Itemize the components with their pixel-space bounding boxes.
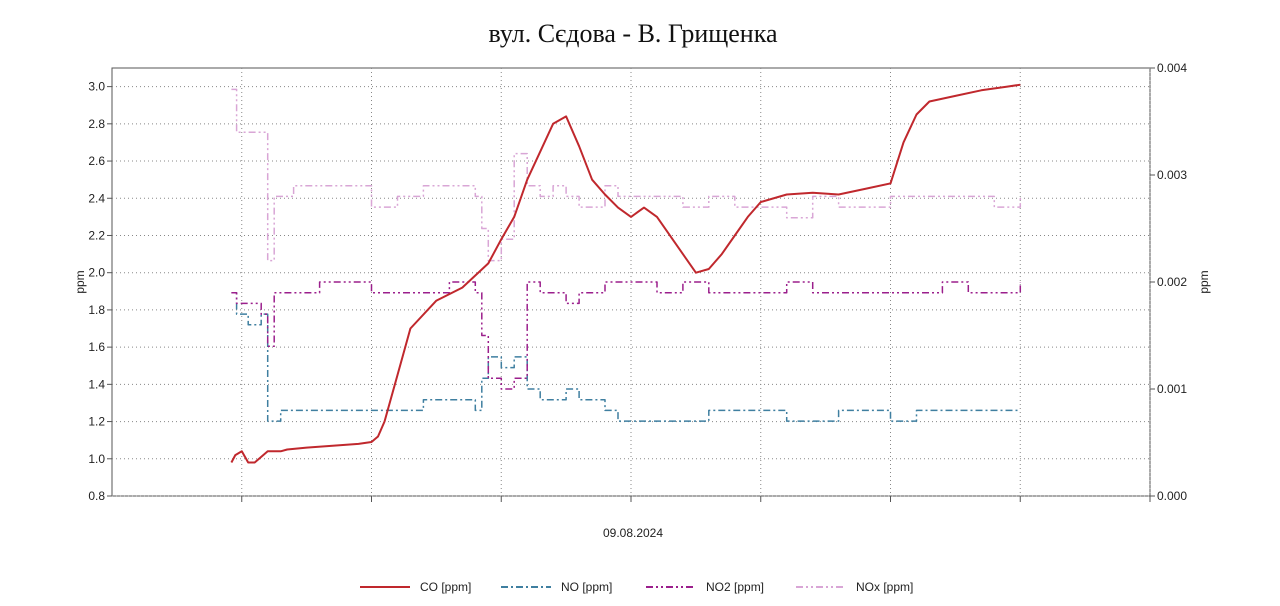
right-axis: 0.000 0.001 0.002 0.003 0.004 [1150,61,1187,503]
y-tick-label-2: 1.2 [88,415,105,429]
y2-tick-label-0: 0.000 [1157,489,1187,503]
legend-label-3: NOx [ppm] [856,580,913,594]
y-tick-label-0: 0.8 [88,489,105,503]
series-line-1 [231,291,1021,422]
y2-tick-label-3: 0.003 [1157,168,1187,182]
y-axis-label-left: ppm [73,270,87,293]
series-line-0 [230,83,1021,464]
y-tick-label-8: 2.4 [88,191,105,205]
y-tick-label-4: 1.6 [88,340,105,354]
y-tick-label-1: 1.0 [88,452,105,466]
series-line-3 [231,88,1022,262]
legend: CO [ppm] NO [ppm] NO2 [ppm] NOx [ppm] [360,580,913,594]
series-layer [230,83,1022,464]
y-axis-label-right: ppm [1197,270,1211,293]
y2-tick-label-4: 0.004 [1157,61,1187,75]
y-tick-label-7: 2.2 [88,228,105,242]
grid [112,68,1151,502]
y-tick-label-11: 3.0 [88,80,105,94]
y-tick-label-10: 2.8 [88,117,105,131]
chart-title: вул. Сєдова - В. Грищенка [489,19,778,48]
y-tick-label-9: 2.6 [88,154,105,168]
legend-label-2: NO2 [ppm] [706,580,764,594]
x-axis-label: 09.08.2024 [603,526,663,540]
y-tick-label-5: 1.8 [88,303,105,317]
y2-tick-label-2: 0.002 [1157,275,1187,289]
left-axis: 0.8 1.0 1.2 1.4 1.6 1.8 2.0 2.2 2.4 2.6 2.8 3.0 [88,80,112,503]
legend-label-1: NO [ppm] [561,580,612,594]
legend-label-0: CO [ppm] [420,580,471,594]
y-tick-label-6: 2.0 [88,266,105,280]
y-tick-label-3: 1.4 [88,377,105,391]
y2-tick-label-1: 0.001 [1157,382,1187,396]
